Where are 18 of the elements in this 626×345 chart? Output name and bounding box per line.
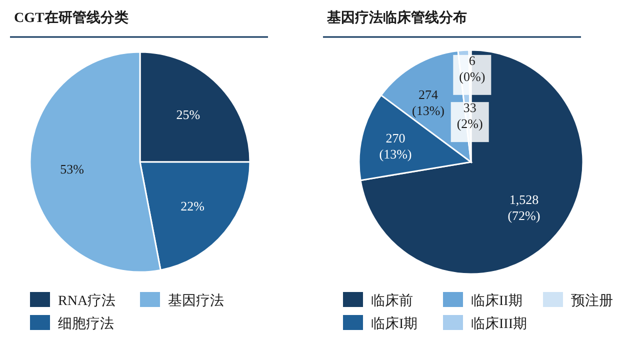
data-label: 270 (13%) (379, 130, 412, 162)
legend-label: RNA疗法 (58, 293, 116, 309)
legend-label: 细胞疗法 (58, 316, 114, 332)
chart-title: 基因疗法临床管线分布 (326, 9, 467, 26)
legend-label: 预注册 (571, 293, 613, 309)
legend-label: 临床I期 (371, 316, 418, 332)
data-label: 53% (60, 161, 84, 176)
legend-label: 基因疗法 (168, 293, 224, 309)
data-label: 1,528 (72%) (508, 192, 540, 223)
data-label: 274 (13%) (412, 86, 445, 118)
data-label: 6 (0%) (459, 52, 486, 84)
data-label: 33 (2%) (456, 100, 483, 132)
legend-label: 临床II期 (471, 293, 522, 309)
chart-title: CGT在研管线分类 (14, 10, 128, 26)
legend-label: 临床III期 (471, 316, 527, 332)
data-label: 25% (176, 106, 200, 122)
data-label: 22% (180, 198, 205, 214)
legend-label: 临床前 (371, 293, 413, 309)
